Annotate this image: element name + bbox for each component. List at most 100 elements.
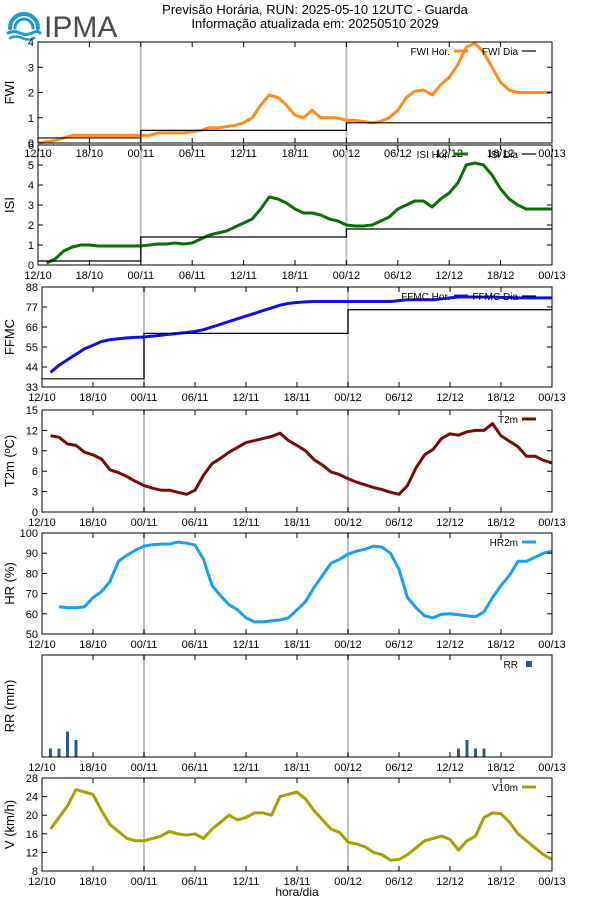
x-tick-label: 18/12 (487, 876, 515, 888)
t2m-legend-label: T2m (498, 415, 518, 426)
y-tick-label: 20 (26, 810, 38, 822)
isi-panel: 0 1 2 3 4 5 6 12/10 18/10 00/11 06/11 12/11 18/11 00/… (2, 140, 566, 282)
rr-bar (474, 748, 477, 757)
rr-bar (57, 748, 61, 757)
y-tick-label: 24 (26, 792, 38, 804)
hr-frame (41, 532, 553, 635)
ffmc-legend-label: FFMC Hor. (401, 292, 450, 303)
y-tick-label: 4 (28, 180, 34, 192)
x-tick-label: 12/11 (233, 639, 260, 651)
x-tick-label: 12/11 (233, 762, 260, 774)
y-tick-label: 80 (26, 568, 38, 580)
y-tick-label: 100 (20, 528, 38, 540)
t2m-panel: 0 3 6 9 12 15 12/10 18/10 00/11 06/11 12/11 18/11 00… (2, 405, 566, 529)
x-tick-label: 18/11 (284, 517, 311, 529)
x-tick-label: 00/12 (334, 517, 362, 529)
x-tick-label: 00/13 (538, 876, 566, 888)
x-tick-label: 06/11 (182, 517, 209, 529)
y-tick-label: 0 (28, 138, 34, 150)
x-tick-label: 12/12 (436, 392, 464, 404)
x-tick-label: 06/12 (385, 517, 413, 529)
x-tick-label: 12/12 (435, 148, 463, 160)
y-tick-label: 77 (26, 302, 38, 314)
x-tick-label: 06/12 (385, 876, 413, 888)
ffmc-ylabel: FFMC (2, 319, 17, 355)
y-tick-label: 6 (28, 140, 34, 152)
x-tick-label: 18/10 (76, 270, 104, 282)
x-tick-label: 00/11 (131, 876, 158, 888)
x-tick-label: 00/12 (334, 876, 362, 888)
x-tick-label: 00/11 (131, 639, 158, 651)
y-tick-label: 66 (26, 322, 38, 334)
y-tick-label: 70 (26, 589, 38, 601)
x-tick-label: 12/10 (28, 639, 56, 651)
x-tick-label: 12/10 (28, 517, 56, 529)
hr-legend-label: HR2m (490, 538, 518, 549)
x-tick-label: 12/10 (28, 876, 56, 888)
y-tick-label: 15 (26, 405, 38, 417)
ffmc-daily-line (42, 309, 552, 380)
x-tick-label: 00/11 (131, 392, 158, 404)
rr-frame (41, 654, 553, 758)
x-tick-label: 18/11 (282, 270, 309, 282)
y-tick-label: 1 (28, 113, 34, 125)
x-tick-label: 18/12 (487, 517, 515, 529)
logo-symbol (6, 12, 42, 41)
x-tick-label: 12/12 (436, 517, 464, 529)
y-tick-label: 6 (32, 466, 38, 478)
page-subtitle: Informação atualizada em: 20250510 2029 (191, 16, 439, 31)
y-tick-label: 12 (26, 847, 38, 859)
y-tick-label: 3 (28, 200, 34, 212)
x-tick-label: 18/10 (79, 639, 107, 651)
ffmc-panel: 33 44 55 66 77 88 12/10 18/10 00/11 06/11 12/11 18/… (2, 282, 566, 404)
isi-legend-label: ISI Hor. (417, 150, 450, 161)
x-tick-label: 06/11 (182, 392, 209, 404)
x-tick-label: 00/12 (334, 392, 362, 404)
x-tick-label: 18/10 (79, 876, 107, 888)
rr-ylabel: RR (mm) (2, 680, 17, 733)
x-tick-label: 18/11 (284, 639, 311, 651)
chart-header: Previsão Horária, RUN: 2025-05-10 12UTC … (150, 3, 480, 31)
hr-ylabel: HR (%) (2, 562, 17, 605)
v10m-panel: 8 12 16 20 24 28 12/10 18/10 00/11 06/11 12/11 18/1… (2, 773, 566, 888)
x-tick-label: 00/13 (538, 392, 566, 404)
x-tick-label: 00/11 (131, 762, 158, 774)
ffmc-legend-label: FFMC Dia (472, 292, 518, 303)
ffmc-hourly-line (49, 295, 552, 374)
isi-ylabel: ISI (2, 197, 17, 213)
x-tick-label: 18/11 (284, 392, 311, 404)
x-tick-label: 12/12 (436, 639, 464, 651)
x-tick-label: 06/12 (384, 270, 412, 282)
t2m-hourly-line (50, 422, 553, 496)
y-tick-label: 2 (28, 88, 34, 100)
x-tick-label: 06/11 (179, 270, 206, 282)
v10m-legend-label: V10m (492, 783, 518, 794)
isi-daily-line (38, 228, 552, 262)
v10m-hourly-line (49, 788, 553, 862)
x-tick-label: 06/11 (182, 762, 209, 774)
y-tick-label: 50 (26, 629, 38, 641)
x-tick-label: 06/11 (179, 148, 206, 160)
y-tick-label: 33 (26, 382, 38, 394)
y-tick-label: 2 (28, 220, 34, 232)
ipma-logo: IPMA (6, 11, 117, 42)
t2m-frame (41, 409, 553, 513)
x-tick-label: 18/10 (79, 762, 107, 774)
x-tick-label: 06/12 (385, 639, 413, 651)
y-tick-label: 55 (26, 342, 38, 354)
t2m-ylabel: T2m (ºC) (2, 435, 17, 487)
fwi-legend-label: FWI Dia (482, 47, 519, 58)
x-tick-label: 00/13 (538, 517, 566, 529)
x-tick-label: 00/12 (333, 270, 361, 282)
x-axis-label: hora/dia (275, 885, 319, 899)
y-tick-label: 88 (26, 282, 38, 294)
x-tick-label: 18/11 (284, 876, 311, 888)
y-tick-label: 0 (32, 507, 38, 519)
isi-legend-label: ISI Dia (488, 150, 518, 161)
x-tick-label: 18/11 (282, 148, 309, 160)
page-title: Previsão Horária, RUN: 2025-05-10 12UTC … (162, 2, 468, 17)
y-tick-label: 0 (28, 260, 34, 272)
y-tick-label: 60 (26, 609, 38, 621)
x-tick-label: 18/12 (487, 270, 515, 282)
x-tick-label: 00/11 (131, 517, 158, 529)
